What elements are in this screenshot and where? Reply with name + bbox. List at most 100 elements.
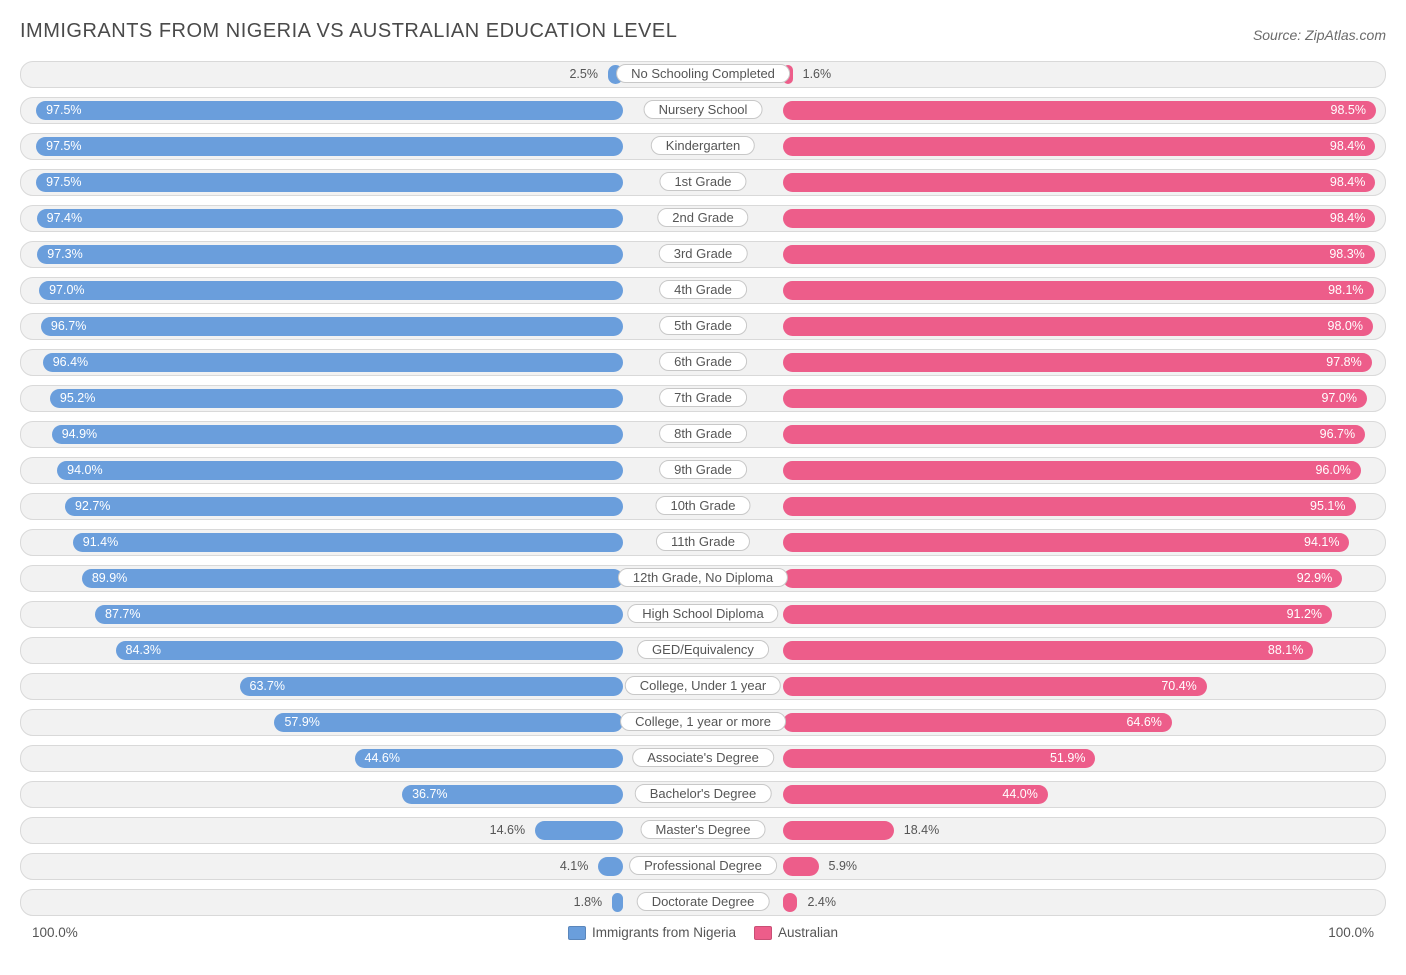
bar-right-value: 70.4%	[1151, 677, 1206, 696]
bar-right: 70.4%	[783, 677, 1207, 696]
chart-row: 97.3% 98.3% 3rd Grade	[20, 241, 1386, 268]
bar-right-value: 98.5%	[1321, 101, 1376, 120]
bar-left-value: 63.7%	[240, 677, 295, 696]
category-label: College, Under 1 year	[625, 676, 781, 695]
category-label: 6th Grade	[659, 352, 747, 371]
category-label: Nursery School	[644, 100, 763, 119]
bar-left-value: 44.6%	[355, 749, 410, 768]
bar-left: 91.4%	[73, 533, 623, 552]
category-label: 1st Grade	[659, 172, 746, 191]
bar-left-value: 97.0%	[39, 281, 94, 300]
chart-row: 2.5% 1.6%No Schooling Completed	[20, 61, 1386, 88]
bar-right-value: 98.4%	[1320, 173, 1375, 192]
bar-left: 97.5%	[36, 137, 623, 156]
category-label: GED/Equivalency	[637, 640, 769, 659]
category-label: Associate's Degree	[632, 748, 774, 767]
bar-right-value: 64.6%	[1116, 713, 1171, 732]
category-label: 4th Grade	[659, 280, 747, 299]
bar-left: 36.7%	[402, 785, 623, 804]
chart-row: 97.5%98.5%Nursery School	[20, 97, 1386, 124]
legend-right-label: Australian	[778, 925, 838, 940]
bar-left-value: 97.5%	[36, 173, 91, 192]
bar-right-value: 92.9%	[1287, 569, 1342, 588]
bar-right: 44.0%	[783, 785, 1048, 804]
bar-left-value: 92.7%	[65, 497, 120, 516]
bar-left: 94.9%	[52, 425, 623, 444]
category-label: Professional Degree	[629, 856, 777, 875]
axis-max-left: 100.0%	[32, 925, 78, 940]
bar-right-value: 98.4%	[1320, 209, 1375, 228]
bar-right-value: 2.4%	[797, 893, 846, 912]
category-label: 5th Grade	[659, 316, 747, 335]
bar-right: 18.4%	[783, 821, 894, 840]
category-label: No Schooling Completed	[616, 64, 790, 83]
bar-left: 87.7%	[95, 605, 623, 624]
bar-right-value: 97.8%	[1316, 353, 1371, 372]
bar-left: 92.7%	[65, 497, 623, 516]
bar-left: 89.9%	[82, 569, 623, 588]
bar-right-value: 98.3%	[1319, 245, 1374, 264]
chart-row: 96.7% 98.0% 5th Grade	[20, 313, 1386, 340]
bar-right-value: 98.1%	[1318, 281, 1373, 300]
bar-left-value: 97.3%	[37, 245, 92, 264]
legend-right: Australian	[754, 925, 838, 940]
bar-right: 96.7%	[783, 425, 1365, 444]
bar-left: 84.3%	[116, 641, 623, 660]
chart-header: IMMIGRANTS FROM NIGERIA VS AUSTRALIAN ED…	[20, 20, 1386, 43]
chart-row: 14.6% 18.4% Master's Degree	[20, 817, 1386, 844]
bar-right: 64.6%	[783, 713, 1172, 732]
bar-right-value: 96.7%	[1310, 425, 1365, 444]
chart-row: 94.9%96.7%8th Grade	[20, 421, 1386, 448]
bar-left-value: 97.5%	[36, 137, 91, 156]
bar-left-value: 14.6%	[480, 821, 535, 840]
bar-left-value: 57.9%	[274, 713, 329, 732]
chart-row: 95.2% 97.0% 7th Grade	[20, 385, 1386, 412]
category-label: 2nd Grade	[657, 208, 748, 227]
category-label: 12th Grade, No Diploma	[618, 568, 788, 587]
bar-right-value: 1.6%	[793, 65, 842, 84]
category-label: 7th Grade	[659, 388, 747, 407]
bar-left: 96.7%	[41, 317, 623, 336]
bar-left-value: 89.9%	[82, 569, 137, 588]
bar-left: 97.0%	[39, 281, 623, 300]
legend-left-swatch	[568, 926, 586, 940]
bar-right: 95.1%	[783, 497, 1356, 516]
bar-left: 63.7%	[240, 677, 623, 696]
bar-right: 98.5%	[783, 101, 1376, 120]
bar-right: 98.4%	[783, 209, 1375, 228]
bar-left-value: 96.4%	[43, 353, 98, 372]
category-label: Kindergarten	[651, 136, 755, 155]
chart-row: 36.7% 44.0% Bachelor's Degree	[20, 781, 1386, 808]
category-label: Master's Degree	[641, 820, 766, 839]
chart-row: 97.0% 98.1% 4th Grade	[20, 277, 1386, 304]
bar-left-value: 95.2%	[50, 389, 105, 408]
category-label: 9th Grade	[659, 460, 747, 479]
bar-right-value: 44.0%	[992, 785, 1047, 804]
bar-right-value: 18.4%	[894, 821, 949, 840]
category-label: 3rd Grade	[659, 244, 748, 263]
bar-left-value: 97.4%	[37, 209, 92, 228]
bar-right-value: 88.1%	[1258, 641, 1313, 660]
category-label: Bachelor's Degree	[635, 784, 772, 803]
bar-right: 98.4%	[783, 173, 1375, 192]
chart-row: 97.4% 98.4% 2nd Grade	[20, 205, 1386, 232]
category-label: 10th Grade	[655, 496, 750, 515]
chart-row: 4.1%5.9%Professional Degree	[20, 853, 1386, 880]
bar-right-value: 98.4%	[1320, 137, 1375, 156]
legend-left-label: Immigrants from Nigeria	[592, 925, 736, 940]
bar-right: 98.1%	[783, 281, 1374, 300]
bar-left: 97.3%	[37, 245, 623, 264]
bar-left: 97.4%	[37, 209, 623, 228]
bar-right: 2.4%	[783, 893, 797, 912]
bar-right: 97.8%	[783, 353, 1372, 372]
chart-row: 57.9% 64.6% College, 1 year or more	[20, 709, 1386, 736]
bar-right-value: 94.1%	[1294, 533, 1349, 552]
bar-left: 94.0%	[57, 461, 623, 480]
bar-left-value: 1.8%	[564, 893, 613, 912]
category-label: College, 1 year or more	[620, 712, 786, 731]
chart-row: 92.7% 95.1% 10th Grade	[20, 493, 1386, 520]
bar-right: 98.0%	[783, 317, 1373, 336]
bar-left-value: 94.0%	[57, 461, 112, 480]
bar-left-value: 2.5%	[559, 65, 608, 84]
bar-right: 97.0%	[783, 389, 1367, 408]
